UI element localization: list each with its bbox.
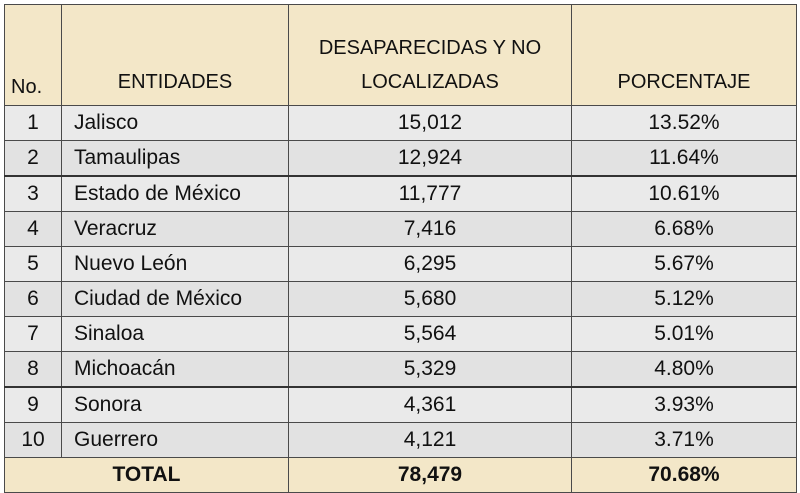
header-row: No. ENTIDADES DESAPARECIDAS Y NO LOCALIZA… [4, 4, 797, 106]
cell-desaparecidas: 4,361 [288, 386, 572, 423]
cell-porcentaje: 5.12% [571, 281, 797, 317]
cell-entidad: Guerrero [61, 422, 289, 458]
cell-entidad: Veracruz [61, 211, 289, 247]
cell-entidad: Michoacán [61, 351, 289, 388]
cell-entidad: Jalisco [61, 105, 289, 141]
table-row: 8 Michoacán 5,329 4.80% [4, 351, 797, 388]
table-body: 1 Jalisco 15,012 13.52% 2 Tamaulipas 12,924 11.… [4, 105, 797, 458]
header-desaparecidas: DESAPARECIDAS Y NO LOCALIZADAS [288, 4, 572, 106]
cell-desaparecidas: 4,121 [288, 422, 572, 458]
table-container: No. ENTIDADES DESAPARECIDAS Y NO LOCALIZA… [4, 4, 797, 493]
cell-no: 2 [4, 140, 62, 177]
cell-desaparecidas: 15,012 [288, 105, 572, 141]
table-row: 10 Guerrero 4,121 3.71% [4, 422, 797, 458]
table-row: 3 Estado de México 11,777 10.61% [4, 175, 797, 212]
cell-porcentaje: 3.93% [571, 386, 797, 423]
cell-entidad: Sinaloa [61, 316, 289, 352]
table-row: 9 Sonora 4,361 3.93% [4, 386, 797, 423]
cell-entidad: Estado de México [61, 175, 289, 212]
cell-entidad: Sonora [61, 386, 289, 423]
cell-desaparecidas: 5,564 [288, 316, 572, 352]
cell-entidad: Nuevo León [61, 246, 289, 282]
cell-no: 7 [4, 316, 62, 352]
cell-porcentaje: 3.71% [571, 422, 797, 458]
cell-desaparecidas: 5,680 [288, 281, 572, 317]
header-entidades: ENTIDADES [61, 4, 289, 106]
cell-no: 1 [4, 105, 62, 141]
cell-porcentaje: 11.64% [571, 140, 797, 177]
cell-no: 6 [4, 281, 62, 317]
cell-entidad: Ciudad de México [61, 281, 289, 317]
cell-desaparecidas: 5,329 [288, 351, 572, 388]
cell-porcentaje: 4.80% [571, 351, 797, 388]
cell-no: 3 [4, 175, 62, 212]
cell-no: 5 [4, 246, 62, 282]
cell-porcentaje: 10.61% [571, 175, 797, 212]
cell-porcentaje: 13.52% [571, 105, 797, 141]
cell-no: 9 [4, 386, 62, 423]
cell-no: 8 [4, 351, 62, 388]
cell-porcentaje: 5.01% [571, 316, 797, 352]
cell-porcentaje: 6.68% [571, 211, 797, 247]
data-table: No. ENTIDADES DESAPARECIDAS Y NO LOCALIZA… [4, 4, 797, 493]
cell-porcentaje: 5.67% [571, 246, 797, 282]
cell-no: 10 [4, 422, 62, 458]
cell-desaparecidas: 11,777 [288, 175, 572, 212]
cell-entidad: Tamaulipas [61, 140, 289, 177]
total-desaparecidas: 78,479 [288, 457, 572, 493]
header-porcentaje: PORCENTAJE [571, 4, 797, 106]
total-porcentaje: 70.68% [571, 457, 797, 493]
header-no: No. [4, 4, 62, 106]
table-row: 4 Veracruz 7,416 6.68% [4, 211, 797, 247]
total-row: TOTAL 78,479 70.68% [4, 457, 797, 493]
table-row: 6 Ciudad de México 5,680 5.12% [4, 281, 797, 317]
table-row: 1 Jalisco 15,012 13.52% [4, 105, 797, 141]
table-row: 7 Sinaloa 5,564 5.01% [4, 316, 797, 352]
table-row: 2 Tamaulipas 12,924 11.64% [4, 140, 797, 177]
cell-desaparecidas: 12,924 [288, 140, 572, 177]
cell-desaparecidas: 6,295 [288, 246, 572, 282]
total-label: TOTAL [4, 457, 289, 493]
table-row: 5 Nuevo León 6,295 5.67% [4, 246, 797, 282]
cell-desaparecidas: 7,416 [288, 211, 572, 247]
cell-no: 4 [4, 211, 62, 247]
